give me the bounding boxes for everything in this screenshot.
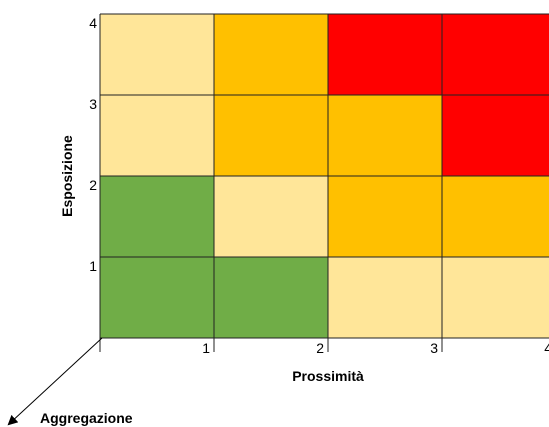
matrix-cell-1-2 — [100, 176, 214, 257]
matrix-cells — [100, 14, 549, 338]
matrix-cell-4-1 — [442, 257, 549, 338]
matrix-cell-1-4 — [100, 14, 214, 95]
matrix-grid — [99, 13, 549, 352]
matrix-cell-2-3 — [214, 95, 328, 176]
y-axis-title: Esposizione — [59, 135, 75, 217]
matrix-cell-4-3 — [442, 95, 549, 176]
matrix-cell-3-2 — [328, 176, 442, 257]
axis-ticks: 1 2 3 4 1 2 3 4 — [89, 15, 549, 356]
y-tick-label-1: 1 — [89, 258, 97, 274]
x-axis-title: Prossimità — [292, 368, 364, 384]
matrix-cell-1-1 — [100, 257, 214, 338]
y-tick-label-2: 2 — [89, 177, 97, 193]
matrix-cell-3-4 — [328, 14, 442, 95]
x-tick-label-1: 1 — [202, 340, 210, 356]
matrix-cell-3-3 — [328, 95, 442, 176]
matrix-cell-2-4 — [214, 14, 328, 95]
matrix-cell-4-4 — [442, 14, 549, 95]
x-tick-label-4: 4 — [544, 340, 549, 356]
matrix-cell-2-1 — [214, 257, 328, 338]
y-tick-label-4: 4 — [89, 15, 97, 31]
y-tick-label-3: 3 — [89, 96, 97, 112]
matrix-cell-4-2 — [442, 176, 549, 257]
matrix-cell-1-3 — [100, 95, 214, 176]
x-tick-label-3: 3 — [430, 340, 438, 356]
matrix-cell-2-2 — [214, 176, 328, 257]
z-axis-arrow — [7, 337, 103, 426]
x-tick-label-2: 2 — [316, 340, 324, 356]
z-axis-title: Aggregazione — [40, 410, 133, 426]
matrix-cell-3-1 — [328, 257, 442, 338]
